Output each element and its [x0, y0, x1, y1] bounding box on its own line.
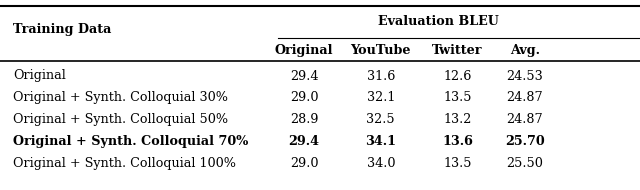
Text: 29.0: 29.0 [290, 91, 318, 104]
Text: Evaluation BLEU: Evaluation BLEU [378, 15, 499, 28]
Text: 34.1: 34.1 [365, 135, 396, 148]
Text: Twitter: Twitter [433, 44, 483, 57]
Text: 29.0: 29.0 [290, 157, 318, 170]
Text: 12.6: 12.6 [444, 70, 472, 82]
Text: Original: Original [13, 70, 66, 82]
Text: 24.87: 24.87 [506, 113, 543, 126]
Text: 32.5: 32.5 [367, 113, 395, 126]
Text: 29.4: 29.4 [289, 135, 319, 148]
Text: 31.6: 31.6 [367, 70, 395, 82]
Text: 13.5: 13.5 [444, 157, 472, 170]
Text: 25.70: 25.70 [505, 135, 545, 148]
Text: Avg.: Avg. [510, 44, 540, 57]
Text: 32.1: 32.1 [367, 91, 395, 104]
Text: Original: Original [275, 44, 333, 57]
Text: Original + Synth. Colloquial 50%: Original + Synth. Colloquial 50% [13, 113, 228, 126]
Text: 29.4: 29.4 [290, 70, 318, 82]
Text: Original + Synth. Colloquial 30%: Original + Synth. Colloquial 30% [13, 91, 228, 104]
Text: 13.6: 13.6 [442, 135, 473, 148]
Text: 24.53: 24.53 [506, 70, 543, 82]
Text: Original + Synth. Colloquial 100%: Original + Synth. Colloquial 100% [13, 157, 236, 170]
Text: Original + Synth. Colloquial 70%: Original + Synth. Colloquial 70% [13, 135, 248, 148]
Text: Training Data: Training Data [13, 23, 111, 36]
Text: 13.5: 13.5 [444, 91, 472, 104]
Text: 28.9: 28.9 [290, 113, 318, 126]
Text: YouTube: YouTube [351, 44, 411, 57]
Text: 24.87: 24.87 [506, 91, 543, 104]
Text: 34.0: 34.0 [367, 157, 395, 170]
Text: 25.50: 25.50 [506, 157, 543, 170]
Text: 13.2: 13.2 [444, 113, 472, 126]
